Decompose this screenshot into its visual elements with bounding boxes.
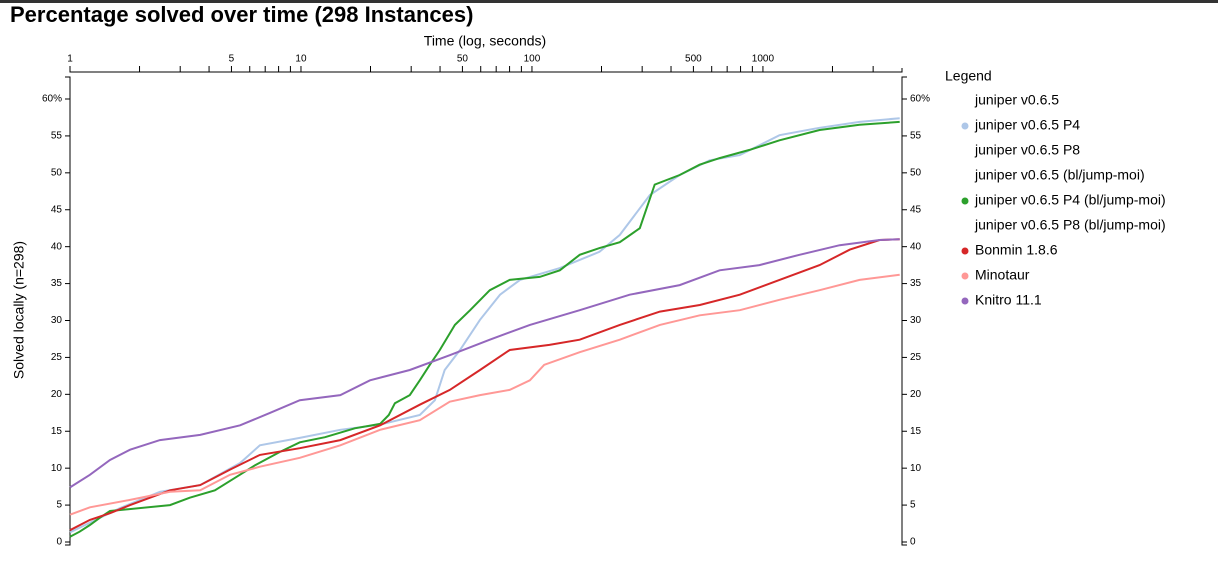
y-tick-label-right: 40 <box>910 241 922 252</box>
y-tick-label-right: 15 <box>910 426 922 437</box>
y-tick-label-right: 55 <box>910 131 922 142</box>
x-tick-label: 1000 <box>752 54 775 65</box>
legend-label: Bonmin 1.8.6 <box>975 242 1058 258</box>
y-axis-right <box>901 76 907 546</box>
y-tick-label-right: 50 <box>910 167 922 178</box>
legend-label: juniper v0.6.5 P8 <box>974 142 1080 158</box>
legend-swatch <box>961 197 969 205</box>
legend-label: juniper v0.6.5 P4 <box>974 117 1080 133</box>
legend-label: juniper v0.6.5 P4 (bl/jump-moi) <box>974 192 1166 208</box>
y-tick-label-left: 60% <box>42 94 62 105</box>
y-tick-label-right: 60% <box>910 94 930 105</box>
legend-label: Minotaur <box>975 267 1030 283</box>
legend-swatch <box>961 147 969 155</box>
legend-label: juniper v0.6.5 P8 (bl/jump-moi) <box>974 217 1166 233</box>
series-line <box>69 273 900 516</box>
y-tick-label-left: 40 <box>51 241 63 252</box>
chart-title: Percentage solved over time (298 Instanc… <box>10 2 473 27</box>
legend-label: juniper v0.6.5 <box>974 92 1059 108</box>
x-tick-label: 5 <box>229 54 235 65</box>
x-tick-label: 500 <box>685 54 702 65</box>
top-bar <box>0 0 1218 3</box>
series-line <box>69 238 900 532</box>
y-tick-label-left: 45 <box>51 204 63 215</box>
y-tick-label-right: 30 <box>910 315 922 326</box>
x-axis <box>69 68 903 73</box>
y-tick-label-left: 35 <box>51 278 63 289</box>
x-tick-label: 50 <box>457 54 469 65</box>
y-tick-label-left: 55 <box>51 131 63 142</box>
series-line <box>69 120 900 538</box>
y-tick-label-left: 10 <box>51 463 63 474</box>
series-line <box>69 238 900 489</box>
y-tick-label-left: 25 <box>51 352 63 363</box>
x-tick-label: 100 <box>524 54 541 65</box>
y-tick-label-right: 25 <box>910 352 922 363</box>
y-tick-label-right: 5 <box>910 500 916 511</box>
y-tick-label-left: 5 <box>56 500 62 511</box>
y-tick-label-right: 20 <box>910 389 922 400</box>
y-tick-label-left: 20 <box>51 389 63 400</box>
legend-swatch <box>961 122 969 130</box>
legend-swatch <box>961 272 969 280</box>
y-tick-label-right: 35 <box>910 278 922 289</box>
y-tick-label-left: 30 <box>51 315 63 326</box>
x-tick-label: 1 <box>67 54 73 65</box>
legend-label: juniper v0.6.5 (bl/jump-moi) <box>974 167 1145 183</box>
legend-swatch <box>961 247 969 255</box>
series-line <box>69 117 900 534</box>
y-tick-label-right: 45 <box>910 204 922 215</box>
legend-swatch <box>961 172 969 180</box>
y-axis-label: Solved locally (n=298) <box>11 241 27 379</box>
y-tick-label-right: 10 <box>910 463 922 474</box>
legend-title: Legend <box>945 68 992 84</box>
x-axis-label: Time (log, seconds) <box>424 33 546 49</box>
y-axis-left <box>65 76 71 546</box>
y-tick-label-right: 0 <box>910 537 916 548</box>
legend-swatch <box>961 297 969 305</box>
y-tick-label-left: 50 <box>51 167 63 178</box>
legend-label: Knitro 11.1 <box>975 292 1042 308</box>
x-tick-label: 10 <box>295 54 307 65</box>
y-tick-label-left: 0 <box>56 537 62 548</box>
y-tick-label-left: 15 <box>51 426 63 437</box>
legend-swatch <box>961 97 969 105</box>
legend-swatch <box>961 222 969 230</box>
